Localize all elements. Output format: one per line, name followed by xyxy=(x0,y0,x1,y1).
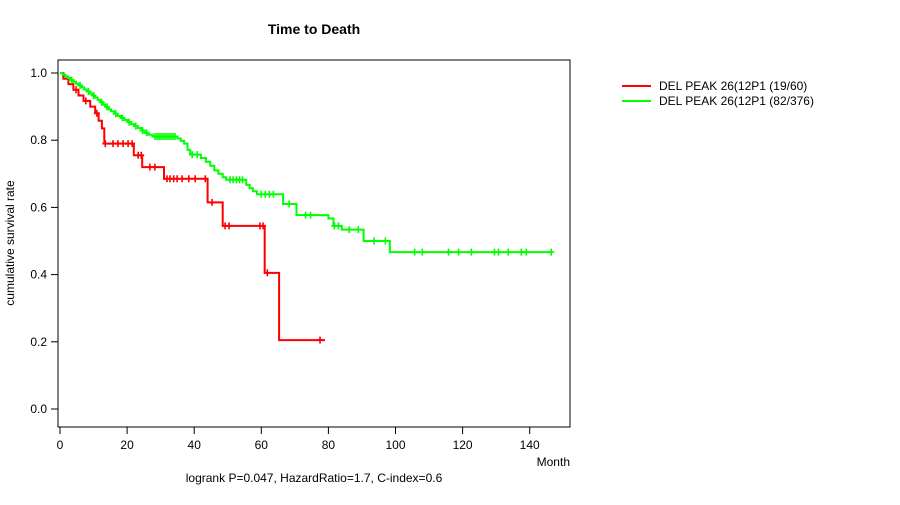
legend: DEL PEAK 26(12P1 (19/60) DEL PEAK 26(12P… xyxy=(622,79,814,108)
y-tick-label: 0.4 xyxy=(30,268,47,282)
survival-curve-red xyxy=(60,72,325,342)
censor-marks-green xyxy=(68,76,555,256)
x-tick-label: 20 xyxy=(120,438,134,452)
plot-frame xyxy=(57,59,571,428)
logrank-footnote: logrank P=0.047, HazardRatio=1.7, C-inde… xyxy=(186,471,443,485)
legend-label-red: DEL PEAK 26(12P1 (19/60) xyxy=(659,79,807,93)
x-tick-label: 60 xyxy=(255,438,269,452)
y-tick-label: 0.0 xyxy=(30,402,47,416)
x-axis-label: Month xyxy=(537,455,570,469)
survival-curve-green xyxy=(60,72,553,254)
y-axis-label: cumulative survival rate xyxy=(3,180,17,306)
y-tick-label: 0.6 xyxy=(30,200,47,214)
x-tick-label: 100 xyxy=(385,438,405,452)
plot-area: 0 20 40 60 80 100 120 140 0.0 0.2 0.4 0.6 0.8 1.0 xyxy=(30,59,571,452)
x-tick-label: 0 xyxy=(57,438,64,452)
x-tick-label: 40 xyxy=(188,438,202,452)
x-tick-label: 120 xyxy=(453,438,473,452)
y-tick-label: 0.2 xyxy=(30,335,47,349)
x-tick-label: 140 xyxy=(520,438,540,452)
y-tick-label: 1.0 xyxy=(30,66,47,80)
censor-marks-red xyxy=(73,86,323,344)
legend-label-green: DEL PEAK 26(12P1 (82/376) xyxy=(659,94,814,108)
y-tick-label: 0.8 xyxy=(30,133,47,147)
x-tick-label: 80 xyxy=(322,438,336,452)
chart-title: Time to Death xyxy=(268,21,360,37)
